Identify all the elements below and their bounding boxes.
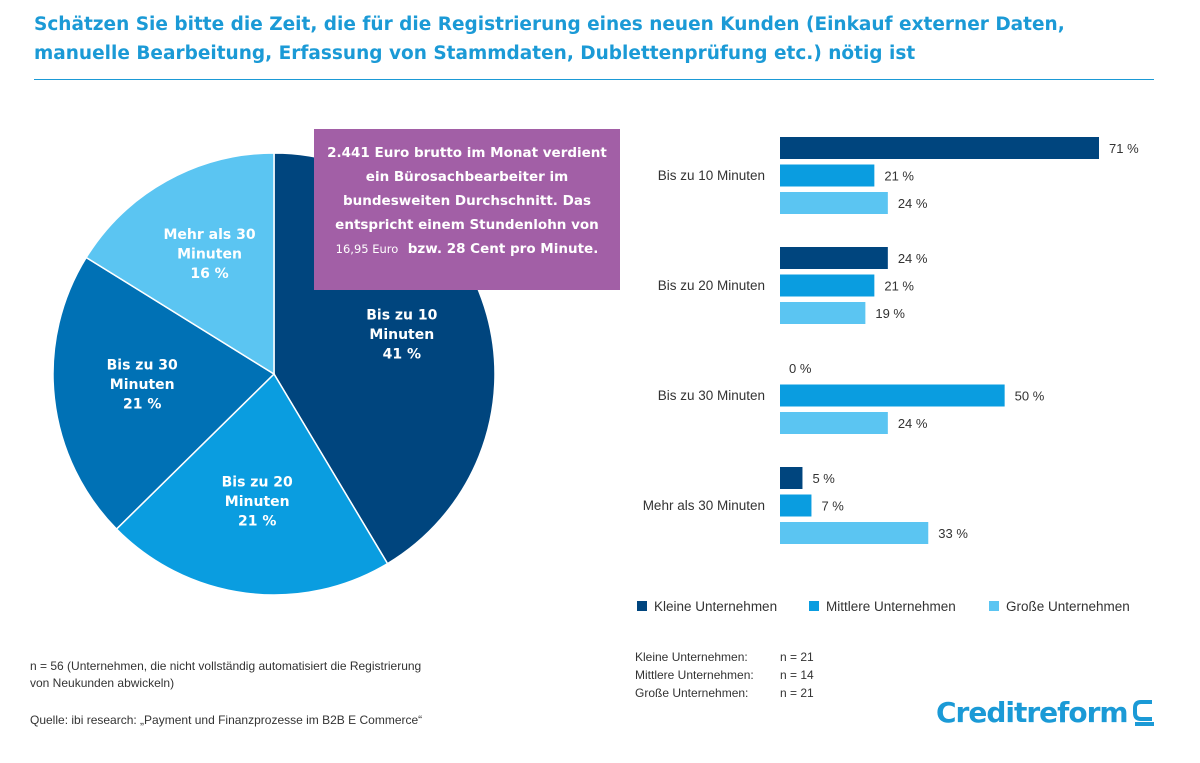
pie-slice: [85, 152, 275, 376]
bar-category-label: Mehr als 30 Minuten: [643, 498, 765, 513]
bar-value-label: 5 %: [812, 471, 835, 486]
bar: [780, 384, 1005, 407]
creditreform-logo: Creditreform: [936, 696, 1158, 729]
sample-size-value: n = 21: [780, 686, 814, 700]
bar-chart: Bis zu 10 Minuten 71 % 21 % 24 % Bis zu 20 M…: [643, 137, 1139, 544]
callout-text-small: 16,95 Euro: [335, 242, 399, 256]
bar-value-label: 33 %: [938, 526, 968, 541]
bar-value-label: 19 %: [875, 306, 905, 321]
sample-size-value: n = 21: [780, 650, 814, 664]
bar-value-label: 21 %: [884, 279, 914, 294]
bar: [780, 494, 812, 517]
bar: [780, 522, 929, 544]
legend-label: Große Unternehmen: [1006, 599, 1130, 614]
bar-value-label: 0 %: [789, 361, 812, 376]
logo-wordmark: Creditreform: [936, 696, 1129, 729]
sample-size-row: Kleine Unternehmen: n = 21: [635, 648, 814, 666]
pie-slice-label: Bis zu 20 Minuten 21 %: [222, 475, 293, 530]
pie-slice-label: Bis zu 30 Minuten 21 %: [107, 358, 178, 413]
callout-text-1: 2.441 Euro brutto im Monat verdient ein …: [327, 145, 607, 233]
bar-value-label: 21 %: [884, 169, 914, 184]
legend-swatch: [989, 601, 999, 611]
sample-size-label: Mittlere Unternehmen:: [635, 668, 754, 682]
sample-size-value: n = 14: [780, 668, 814, 682]
bar: [780, 467, 803, 489]
bar-value-label: 50 %: [1015, 389, 1045, 404]
bar: [780, 412, 888, 434]
bar-value-label: 24 %: [898, 251, 928, 266]
salary-callout: 2.441 Euro brutto im Monat verdient ein …: [314, 129, 620, 290]
legend-label: Mittlere Unternehmen: [826, 599, 956, 614]
bar-category-label: Bis zu 10 Minuten: [658, 168, 765, 183]
bar: [780, 302, 866, 324]
logo-c-icon: [1132, 699, 1154, 726]
bar: [780, 274, 875, 297]
title-divider: [34, 79, 1154, 80]
legend-swatch: [637, 601, 647, 611]
bar-value-label: 7 %: [821, 499, 844, 514]
bar-value-label: 24 %: [898, 416, 928, 431]
sample-size-row: Mittlere Unternehmen: n = 14: [635, 666, 814, 684]
sample-size-table: Kleine Unternehmen: n = 21 Mittlere Unter…: [635, 648, 814, 702]
sample-size-note: n = 56 (Unternehmen, die nicht vollständ…: [30, 659, 422, 690]
bar-value-label: 71 %: [1109, 141, 1139, 156]
bar: [780, 247, 888, 269]
legend-label: Kleine Unternehmen: [654, 599, 777, 614]
sample-size-label: Kleine Unternehmen:: [635, 650, 748, 664]
sample-size-label: Große Unternehmen:: [635, 686, 749, 700]
sample-size-row: Große Unternehmen: n = 21: [635, 684, 814, 702]
pie-slice-label: Mehr als 30 Minuten 16 %: [163, 227, 255, 282]
bar: [780, 137, 1099, 159]
legend-swatch: [809, 601, 819, 611]
bar: [780, 164, 875, 187]
bar-category-label: Bis zu 20 Minuten: [658, 278, 765, 293]
source-note: Quelle: ibi research: „Payment und Finan…: [30, 713, 423, 727]
bar: [780, 192, 888, 214]
bar-legend: Kleine Unternehmen Mittlere Unternehmen Gr…: [637, 599, 1130, 614]
pie-slice: [52, 256, 276, 531]
callout-text-2: bzw. 28 Cent pro Minute.: [407, 241, 599, 257]
chart-title: Schätzen Sie bitte die Zeit, die für die…: [34, 14, 1065, 64]
pie-slice: [115, 372, 389, 596]
bar-category-label: Bis zu 30 Minuten: [658, 388, 765, 403]
bar-value-label: 24 %: [898, 196, 928, 211]
pie-slice-label: Bis zu 10 Minuten 41 %: [366, 308, 437, 363]
